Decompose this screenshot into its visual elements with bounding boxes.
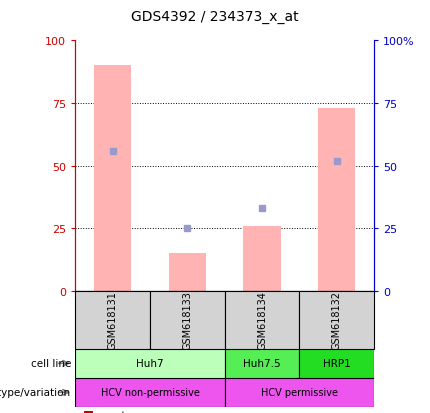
Bar	[243, 226, 281, 291]
Text: GSM618134: GSM618134	[257, 291, 267, 349]
Text: Huh7: Huh7	[136, 358, 164, 368]
Text: HCV non-permissive: HCV non-permissive	[101, 387, 200, 397]
Text: Huh7.5: Huh7.5	[243, 358, 281, 368]
Text: cell line: cell line	[31, 358, 71, 368]
Bar	[169, 254, 206, 291]
Bar	[94, 66, 131, 291]
Bar	[75, 349, 224, 378]
Text: GSM618131: GSM618131	[108, 291, 118, 349]
Bar	[299, 291, 374, 349]
Text: count: count	[97, 410, 126, 413]
Text: GSM618132: GSM618132	[332, 291, 342, 349]
Bar	[224, 291, 299, 349]
Bar	[150, 291, 224, 349]
Bar	[224, 349, 299, 378]
Bar	[75, 291, 150, 349]
Text: GSM618133: GSM618133	[182, 291, 192, 349]
Text: GDS4392 / 234373_x_at: GDS4392 / 234373_x_at	[131, 10, 299, 24]
Bar	[318, 109, 356, 291]
Text: HCV permissive: HCV permissive	[261, 387, 338, 397]
Bar	[224, 378, 374, 407]
Text: genotype/variation: genotype/variation	[0, 387, 71, 397]
Bar	[299, 349, 374, 378]
Bar	[75, 378, 224, 407]
Text: HRP1: HRP1	[323, 358, 350, 368]
